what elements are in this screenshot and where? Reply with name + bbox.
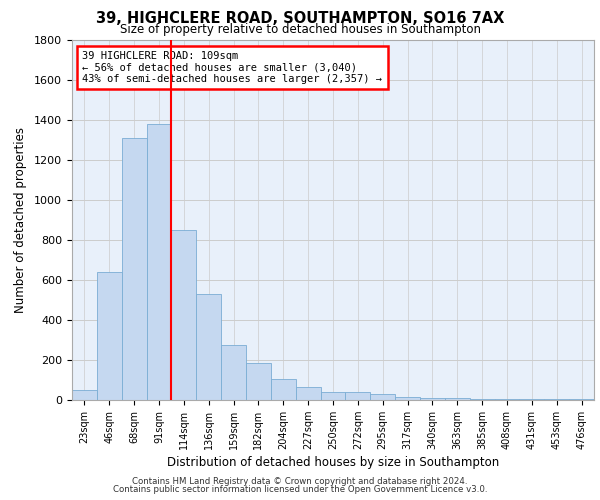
Bar — [445, 398, 470, 400]
Bar — [97, 272, 122, 400]
Text: Contains HM Land Registry data © Crown copyright and database right 2024.: Contains HM Land Registry data © Crown c… — [132, 477, 468, 486]
Bar — [494, 399, 520, 400]
Bar — [196, 294, 221, 400]
Y-axis label: Number of detached properties: Number of detached properties — [14, 127, 27, 313]
Text: Contains public sector information licensed under the Open Government Licence v3: Contains public sector information licen… — [113, 485, 487, 494]
Text: 39 HIGHCLERE ROAD: 109sqm
← 56% of detached houses are smaller (3,040)
43% of se: 39 HIGHCLERE ROAD: 109sqm ← 56% of detac… — [82, 51, 382, 84]
Bar — [172, 230, 196, 400]
Bar — [470, 399, 494, 400]
Bar — [221, 345, 246, 400]
Text: Size of property relative to detached houses in Southampton: Size of property relative to detached ho… — [119, 22, 481, 36]
Bar — [395, 397, 420, 400]
Bar — [520, 399, 544, 400]
Text: 39, HIGHCLERE ROAD, SOUTHAMPTON, SO16 7AX: 39, HIGHCLERE ROAD, SOUTHAMPTON, SO16 7A… — [96, 11, 504, 26]
Bar — [370, 394, 395, 400]
X-axis label: Distribution of detached houses by size in Southampton: Distribution of detached houses by size … — [167, 456, 499, 469]
Bar — [544, 399, 569, 400]
Bar — [346, 392, 370, 400]
Bar — [420, 398, 445, 400]
Bar — [246, 363, 271, 400]
Bar — [122, 138, 146, 400]
Bar — [146, 124, 172, 400]
Bar — [72, 390, 97, 400]
Bar — [569, 399, 594, 400]
Bar — [296, 387, 320, 400]
Bar — [320, 392, 346, 400]
Bar — [271, 379, 296, 400]
